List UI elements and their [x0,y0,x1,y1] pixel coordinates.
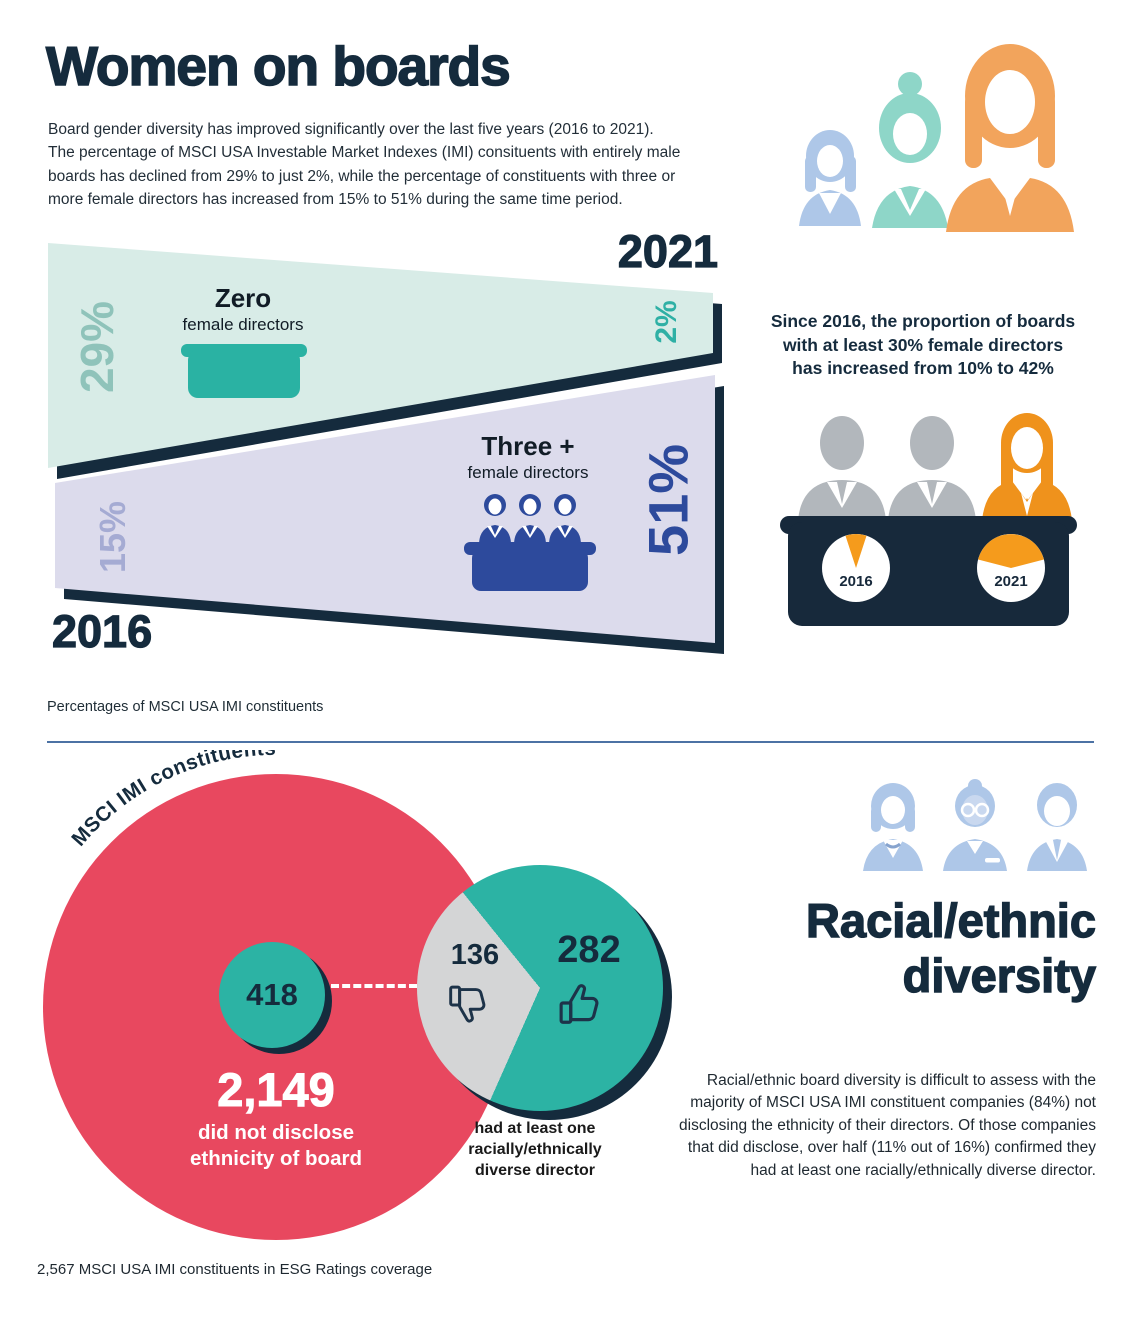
diverse-value: 282 [557,929,621,971]
intro-paragraph: Board gender diversity has improved sign… [48,121,681,208]
table-woman-icon [479,494,511,543]
table-woman-icon [514,494,546,543]
not-disclosed-value: 2,149 [217,1063,336,1117]
woman-bob-icon [863,783,923,871]
board-pie-2021: 2021 [977,534,1045,602]
zero-label: Zero [214,283,272,313]
racial-diversity-paragraph: Racial/ethnic board diversity is difficu… [679,1072,1096,1179]
not-disclosed-caption: did not disclose ethnicity of board [190,1121,362,1170]
empty-table-icon [181,344,307,400]
board-pie-2016: 2016 [822,534,890,602]
disclosed-value: 418 [246,977,298,1012]
three-2016-value: 15% [92,500,133,574]
three-label-block: Three + female directors [428,433,628,483]
page-title: Women on boards [45,34,511,98]
man-tie-icon [1027,783,1087,871]
header-women-icon [799,44,1074,232]
racial-diversity-title: Racial/ethnic diversity [805,893,1096,1003]
boardroom-graphic: 2016 2021 [780,413,1077,626]
woman-blue-icon [799,130,861,226]
woman-glasses-icon [943,779,1007,871]
three-women-table-icon [464,494,596,591]
zero-2021-value: 2% [650,300,683,344]
footer-note: 2,567 MSCI USA IMI constituents in ESG R… [37,1261,433,1278]
board-pie-2016-wedge [845,534,867,568]
no-diverse-value: 136 [450,939,500,971]
thumbs-down-icon [449,985,486,1023]
diverse-people-icon [863,779,1087,871]
funnel-caption: Percentages of MSCI USA IMI constituents [47,699,324,715]
thumbs-up-icon [559,984,599,1024]
disclosed-circle: 418 [219,942,325,1048]
big-circle-arc-label: MSCI IMI constituents [67,750,276,851]
connector-dashed-line [331,984,417,988]
woman-orange-board-icon [982,413,1072,520]
zero-sublabel: female directors [182,315,304,334]
woman-orange-icon [946,44,1074,232]
three-label: Three + [481,431,575,461]
year-2021-label: 2021 [617,225,718,277]
man-gray-icon [798,416,886,520]
callout-text: Since 2016, the proportion of boards wit… [770,311,1076,379]
diversity-pie: 136 282 [417,865,673,1121]
arc-label-svg: MSCI IMI constituents [67,750,276,851]
three-2021-value: 51% [636,443,700,557]
table-woman-icon [549,494,581,543]
zero-label-block: Zero female directors [143,285,343,335]
zero-2016-value: 29% [71,300,123,394]
board-pie-2021-wedge [978,534,1044,568]
three-sublabel: female directors [467,463,589,482]
svg-text:MSCI IMI constituents: MSCI IMI constituents [67,750,276,851]
diversity-pie-caption: had at least one racially/ethnically div… [468,1120,602,1180]
board-pie-2021-label: 2021 [994,573,1027,590]
woman-teal-icon [872,72,948,228]
man-gray-icon [888,416,976,520]
board-pie-2016-label: 2016 [839,573,872,590]
section-divider [47,741,1094,743]
zero-wedge [48,243,713,468]
year-2016-label: 2016 [51,605,153,657]
